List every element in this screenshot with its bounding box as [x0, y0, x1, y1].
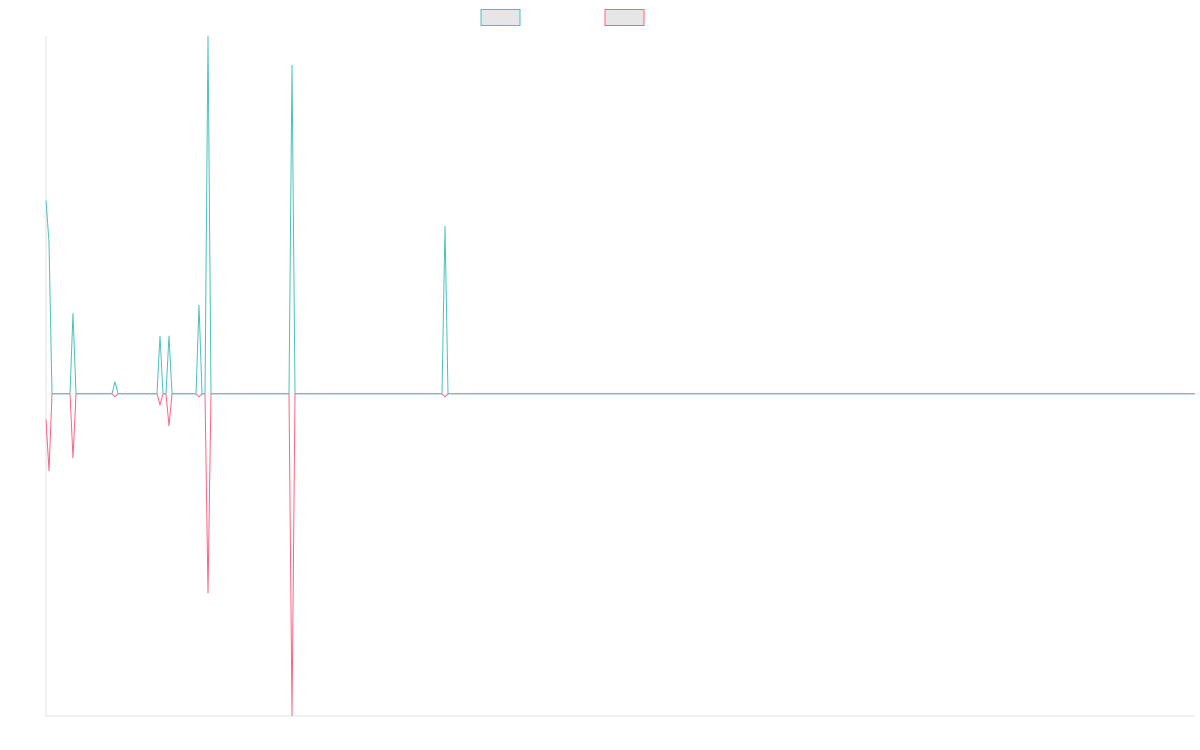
legend-swatch[interactable]	[604, 9, 645, 26]
line-series	[45, 35, 1195, 395]
line-series	[45, 393, 1195, 717]
legend-swatch[interactable]	[480, 9, 521, 26]
